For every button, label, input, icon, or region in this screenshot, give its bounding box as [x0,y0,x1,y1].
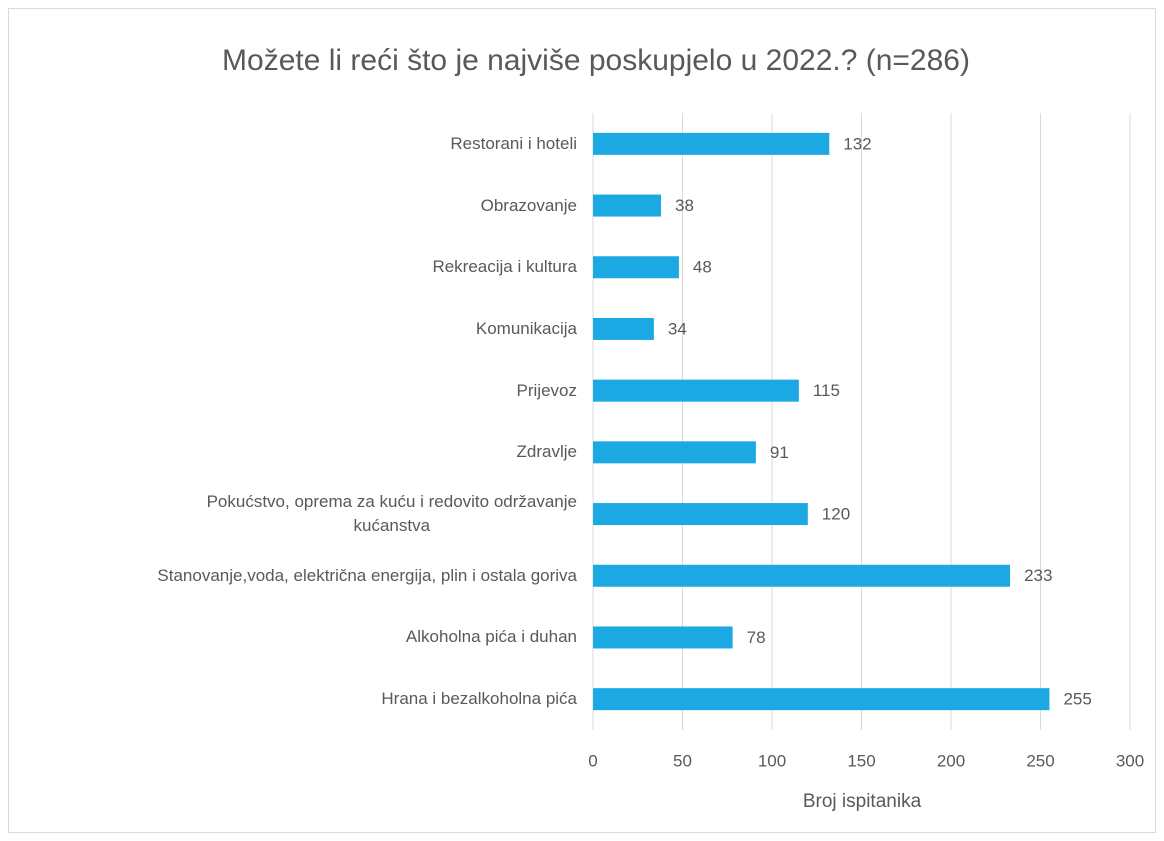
data-label: 34 [668,319,687,338]
chart-title: Možete li reći što je najviše poskupjelo… [222,44,970,77]
x-axis-title: Broj ispitanika [803,791,922,812]
y-tick-label: Rekreacija i kultura [432,257,577,277]
y-tick-label: Hrana i bezalkoholna pića [381,689,577,709]
data-label: 91 [770,443,789,462]
data-label: 233 [1024,566,1052,585]
x-tick-label: 150 [847,751,875,770]
y-tick-label: Prijevoz [516,380,577,400]
data-label: 78 [747,628,766,647]
y-tick-label: Alkoholna pića i duhan [405,627,577,647]
data-label: 38 [675,196,694,215]
data-label: 48 [693,258,712,277]
bar [593,132,830,155]
bar [593,564,1011,587]
y-tick-label: Obrazovanje [480,195,577,215]
bar [593,626,733,649]
x-tick-label: 200 [937,751,965,770]
y-tick-label: Zdravlje [516,442,577,462]
chart-border [8,8,1156,833]
bar [593,503,808,526]
data-label: 115 [813,381,840,400]
bar [593,256,679,279]
y-tick-label: Pokućstvo, oprema za kuću i redovito odr… [206,492,577,536]
data-label: 120 [822,505,850,524]
bar [593,441,756,464]
data-label: 255 [1063,690,1091,709]
data-label: 132 [843,134,871,153]
bar [593,688,1050,711]
y-tick-label: Stanovanje,voda, električna energija, pl… [157,565,577,585]
bar [593,194,662,217]
x-tick-label: 0 [588,751,597,770]
y-tick-label: Restorani i hoteli [450,133,577,153]
x-tick-label: 300 [1116,751,1144,770]
x-tick-label: 250 [1026,751,1054,770]
x-tick-label: 100 [758,751,786,770]
bar [593,379,799,402]
bar [593,317,654,340]
y-tick-label: Komunikacija [475,318,577,338]
x-tick-label: 50 [673,751,692,770]
